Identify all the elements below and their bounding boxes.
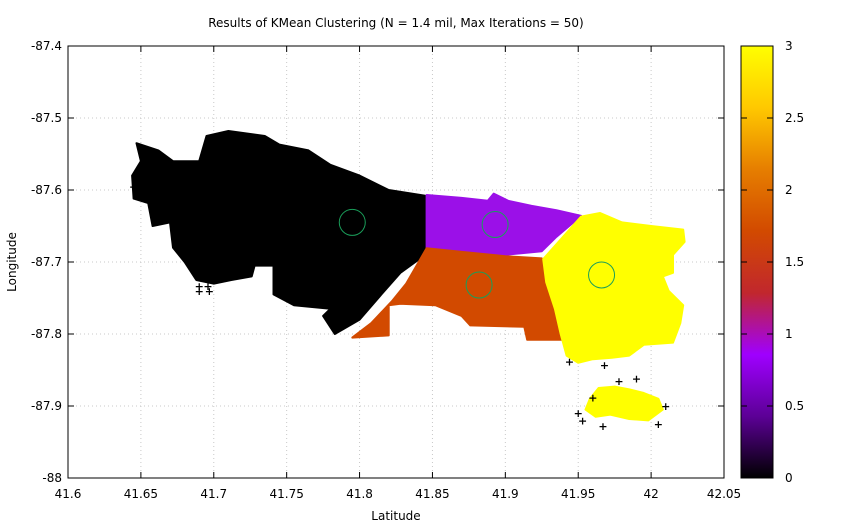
cluster-3-outlier-marker: + xyxy=(598,420,607,433)
y-axis-label: Longitude xyxy=(5,232,19,292)
cluster-0-outlier-marker: + xyxy=(133,173,142,186)
cluster-3-outlier-marker: + xyxy=(654,418,663,431)
cluster-3-outlier-marker: + xyxy=(600,359,609,372)
cluster-3-outlier-marker: + xyxy=(632,373,641,386)
colorbar-tick-label: 0.5 xyxy=(785,399,804,413)
x-axis-label: Latitude xyxy=(371,509,420,523)
colorbar-tick-label: 2.5 xyxy=(785,111,804,125)
cluster-0-centroid-marker xyxy=(338,208,366,236)
x-tick-label: 41.7 xyxy=(200,487,227,501)
colorbar-tick-label: 1 xyxy=(785,327,793,341)
cluster-0-outlier-marker: + xyxy=(209,177,218,190)
cluster-3-outlier-marker: + xyxy=(614,375,623,388)
y-tick-label: -87.9 xyxy=(31,399,62,413)
x-tick-label: 42 xyxy=(643,487,658,501)
cluster-2-centroid-marker xyxy=(465,271,493,299)
y-tick-label: -87.4 xyxy=(31,39,62,53)
cluster-0-outlier-marker: + xyxy=(203,280,212,293)
cluster-3-centroid-marker xyxy=(588,261,616,289)
x-tick-label: 41.75 xyxy=(269,487,303,501)
cluster-3-south-region xyxy=(584,385,664,422)
x-tick-label: 41.9 xyxy=(492,487,519,501)
cluster-0-outlier-marker: + xyxy=(205,285,214,298)
cluster-3-outlier-marker: + xyxy=(565,355,574,368)
cluster-1-centroid-marker xyxy=(481,211,509,239)
cluster-0-outlier-marker: + xyxy=(163,166,172,179)
cluster-0-outlier-marker: + xyxy=(195,280,204,293)
cluster-points-layer: +++ ++ +++ +++ + ++++++ + xyxy=(129,130,686,433)
centroid-markers-layer xyxy=(338,208,616,299)
cluster-3-region xyxy=(542,212,686,364)
cluster-0-region xyxy=(131,130,427,335)
x-tick-label: 41.85 xyxy=(415,487,449,501)
cluster-0-outlier-marker: + xyxy=(129,180,138,193)
y-tick-label: -87.8 xyxy=(31,327,62,341)
chart-title: Results of KMean Clustering (N = 1.4 mil… xyxy=(208,16,584,30)
y-tick-label: -87.5 xyxy=(31,111,62,125)
colorbar-tick-label: 2 xyxy=(785,183,793,197)
x-tick-label: 41.6 xyxy=(55,487,82,501)
x-tick-label: 42.05 xyxy=(707,487,741,501)
x-tick-label: 41.65 xyxy=(124,487,158,501)
colorbar-tick-label: 3 xyxy=(785,39,793,53)
cluster-0-outlier-marker: + xyxy=(195,285,204,298)
cluster-3-outlier-marker: + xyxy=(588,391,597,404)
cluster-0-outlier-marker: + xyxy=(168,177,177,190)
colorbar-tick-label: 0 xyxy=(785,471,793,485)
x-tick-label: 41.95 xyxy=(561,487,595,501)
colorbar-tick-label: 1.5 xyxy=(785,255,804,269)
x-tick-label: 41.8 xyxy=(346,487,373,501)
y-tick-label: -88 xyxy=(42,471,62,485)
cluster-3-outlier-marker: + xyxy=(578,414,587,427)
y-tick-label: -87.7 xyxy=(31,255,62,269)
cluster-3-outlier-marker: + xyxy=(574,407,583,420)
cluster-3-outlier-marker: + xyxy=(661,400,670,413)
colorbar: 0 0.5 1 1.5 2 2.5 3 xyxy=(740,39,804,485)
axis-ticks-layer: 41.6 41.65 41.7 41.75 41.8 41.85 41.9 41.95 42 42… xyxy=(31,39,741,501)
y-tick-label: -87.6 xyxy=(31,183,62,197)
